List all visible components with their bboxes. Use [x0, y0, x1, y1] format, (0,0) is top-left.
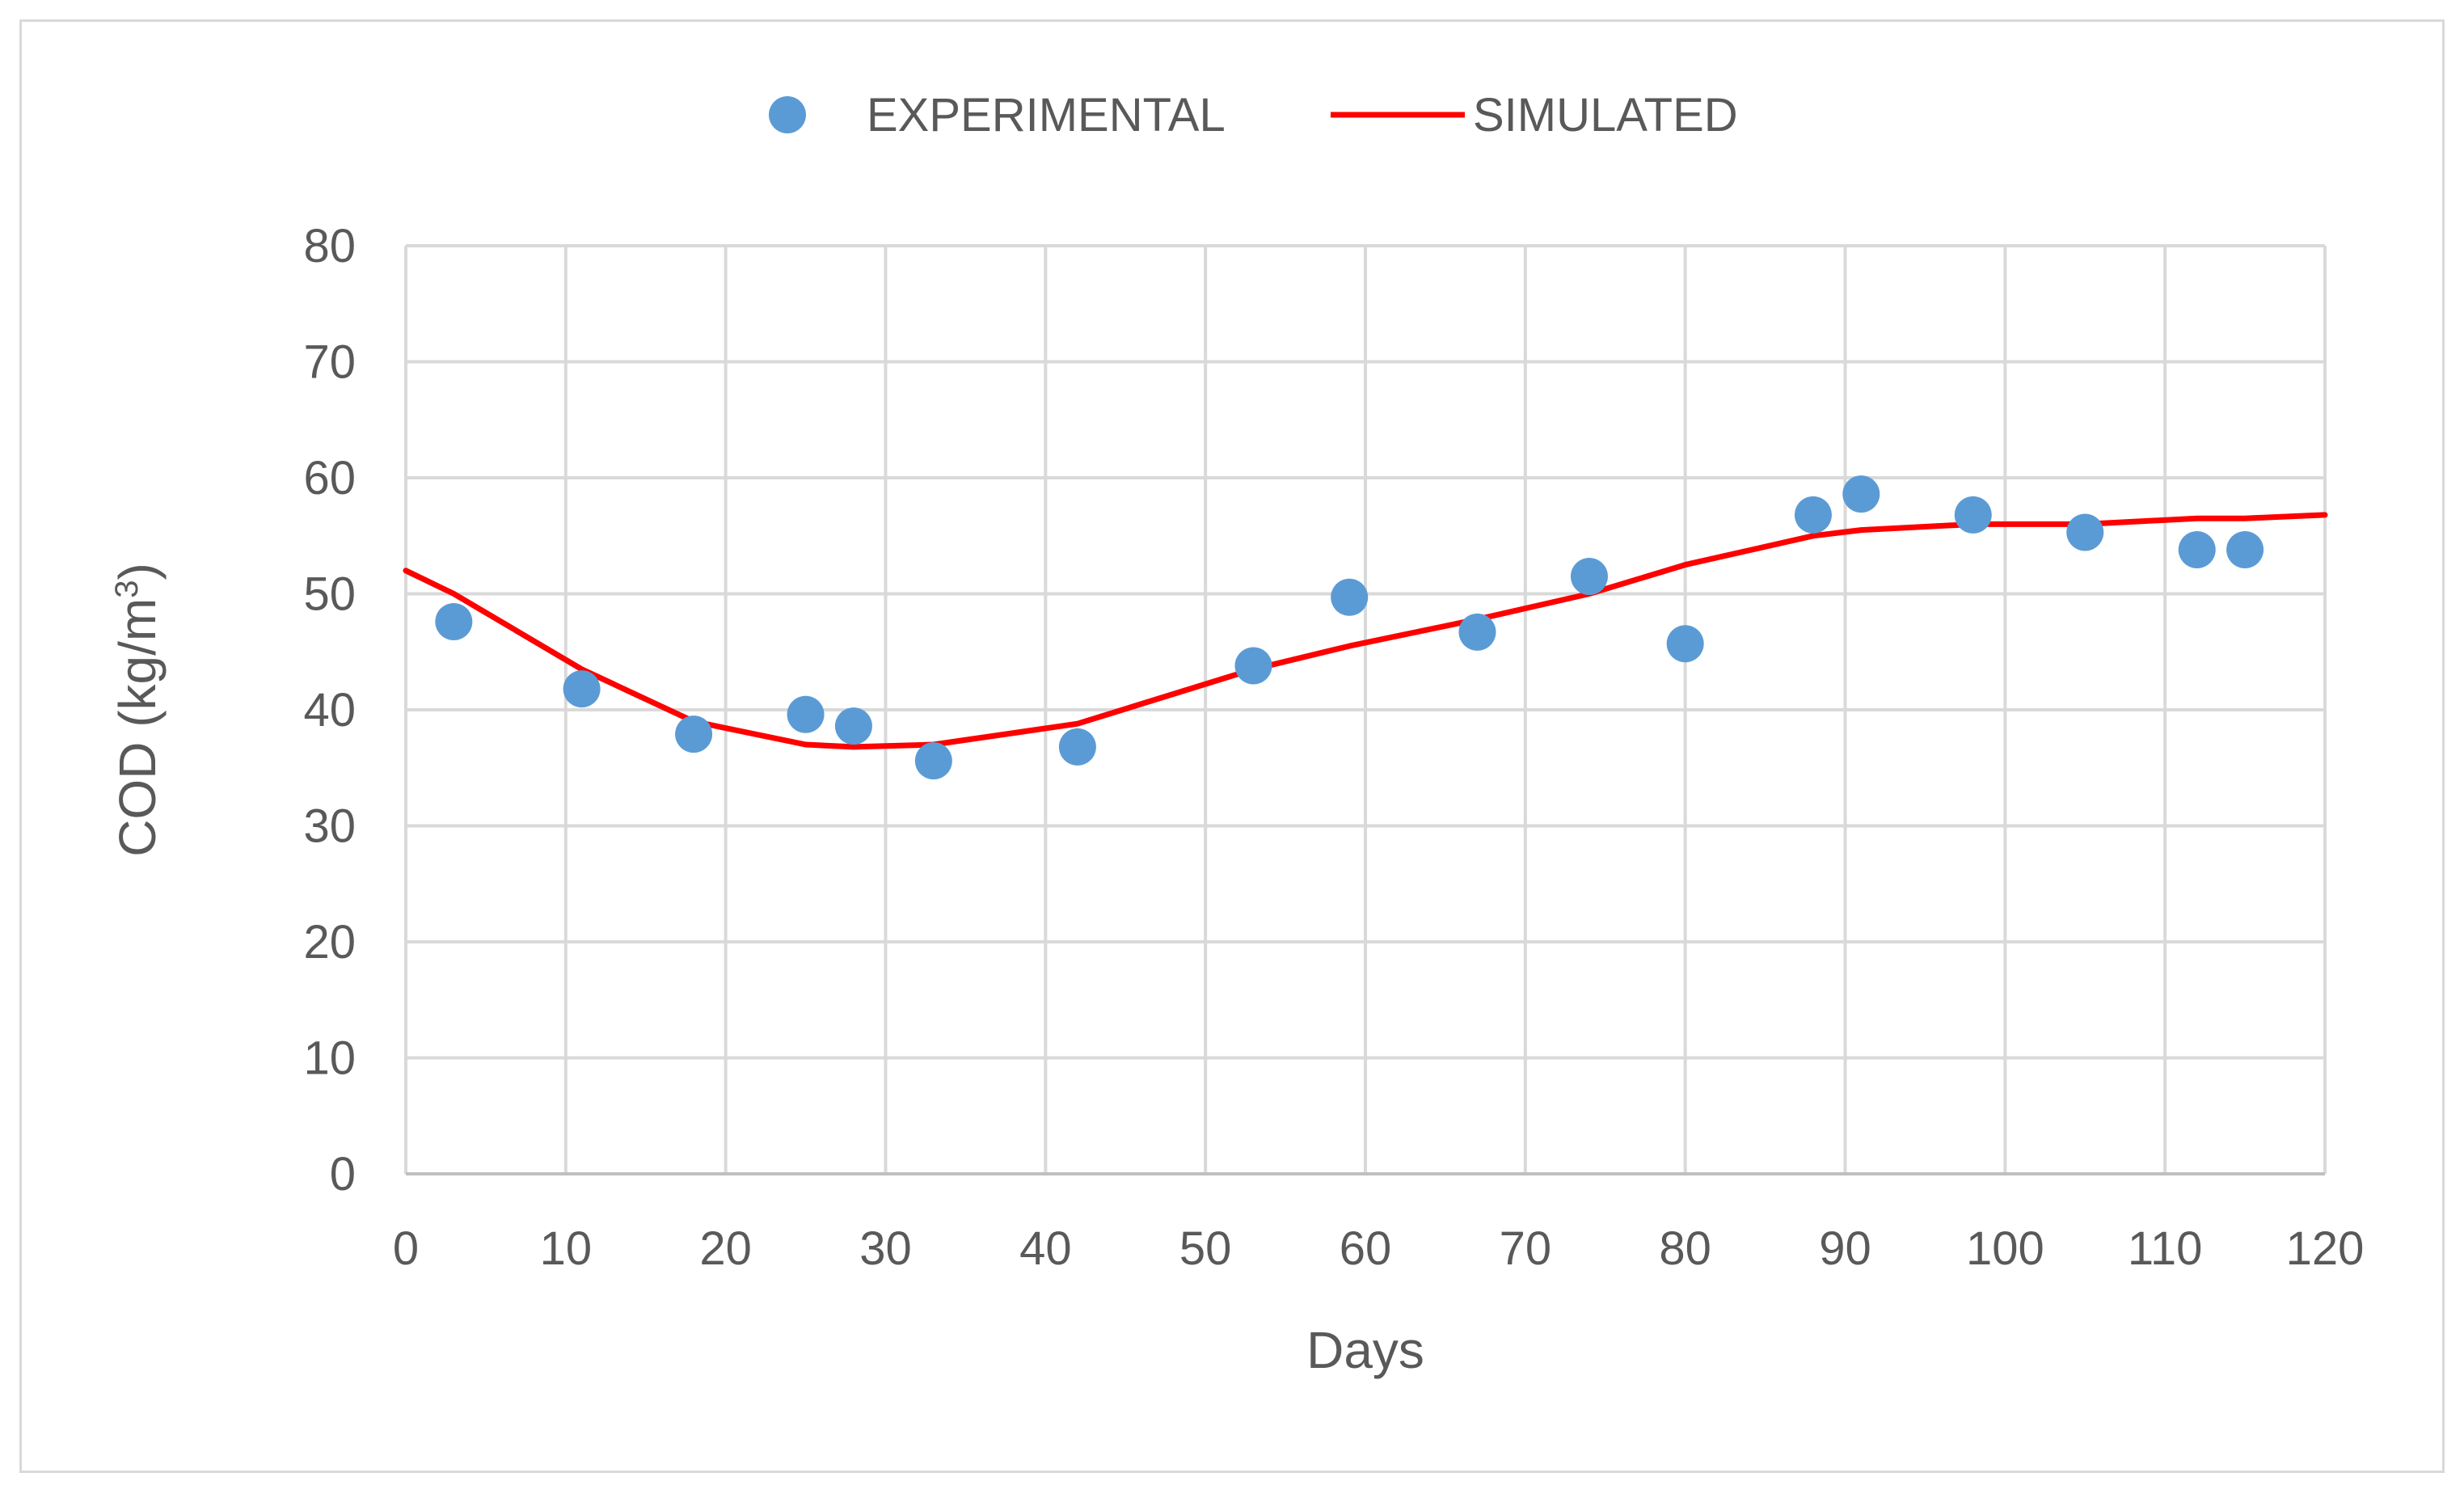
chart-frame	[19, 19, 2445, 1473]
x-tick-label: 20	[699, 1222, 752, 1275]
experimental-point	[1954, 496, 1992, 534]
experimental-point	[1058, 728, 1096, 766]
y-tick-label: 70	[303, 336, 356, 389]
y-tick-label: 80	[303, 220, 356, 272]
y-tick-label: 50	[303, 568, 356, 621]
x-tick-label: 10	[540, 1222, 593, 1275]
simulated-series	[403, 512, 2328, 750]
legend-simulated-label: SIMULATED	[1473, 89, 1738, 141]
experimental-point	[1458, 613, 1496, 651]
x-tick-label: 70	[1500, 1222, 1552, 1275]
experimental-point	[2066, 513, 2104, 551]
x-tick-label: 60	[1340, 1222, 1392, 1275]
x-tick-label: 90	[1819, 1222, 1871, 1275]
simulated-line	[403, 512, 2328, 750]
experimental-point	[675, 715, 713, 753]
x-tick-label: 100	[1966, 1222, 2044, 1275]
y-tick-label: 20	[303, 916, 356, 969]
grid	[404, 244, 2327, 1174]
tick-labels: 0 10 20 30 40 50 60 70 80 0 10 20 30 40 50 60 70 80 90 100 1…	[303, 220, 2364, 1275]
legend-experimental-label: EXPERIMENTAL	[867, 89, 1226, 141]
y-axis-title-main: COD (kg/m	[108, 598, 167, 857]
experimental-point	[834, 707, 872, 745]
x-tick-label: 120	[2286, 1222, 2365, 1275]
experimental-point	[787, 695, 825, 733]
experimental-point	[1666, 625, 1704, 663]
experimental-series	[435, 475, 2264, 780]
experimental-point	[1794, 496, 1832, 534]
y-tick-label: 0	[330, 1148, 356, 1201]
experimental-point	[563, 670, 601, 708]
experimental-point	[2178, 530, 2216, 568]
x-tick-label: 110	[2128, 1222, 2202, 1275]
x-tick-label: 0	[393, 1222, 419, 1275]
x-axis-title: Days	[1306, 1321, 1424, 1379]
y-tick-label: 40	[303, 684, 356, 736]
x-tick-label: 50	[1179, 1222, 1232, 1275]
experimental-point	[2226, 530, 2264, 568]
legend: EXPERIMENTAL SIMULATED	[769, 89, 1738, 141]
y-tick-label: 10	[303, 1032, 356, 1085]
x-tick-label: 40	[1019, 1222, 1072, 1275]
y-axis-title-close: )	[108, 563, 167, 580]
y-axis-title: COD (kg/m3)	[108, 563, 167, 857]
experimental-point	[1570, 557, 1608, 595]
y-tick-label: 60	[303, 452, 356, 504]
experimental-point	[1331, 578, 1369, 616]
y-tick-label: 30	[303, 800, 356, 853]
experimental-point	[1234, 647, 1272, 685]
experimental-point	[435, 602, 473, 640]
experimental-point	[914, 742, 952, 780]
x-tick-label: 30	[859, 1222, 912, 1275]
x-tick-label: 80	[1659, 1222, 1711, 1275]
experimental-point	[1842, 475, 1880, 513]
legend-experimental-marker	[769, 96, 806, 133]
y-axis-title-superscript: 3	[109, 580, 145, 598]
